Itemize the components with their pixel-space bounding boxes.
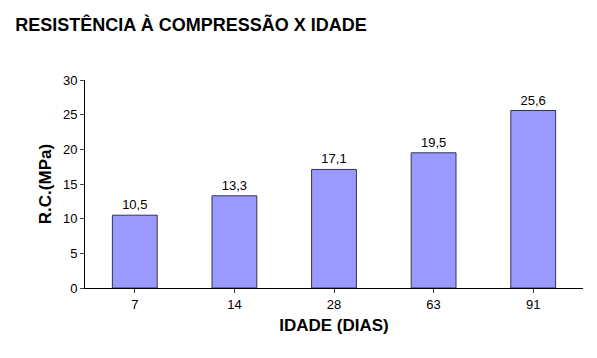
svg-text:91: 91	[526, 297, 540, 312]
svg-text:25: 25	[63, 107, 77, 122]
svg-text:10: 10	[63, 211, 77, 226]
svg-text:28: 28	[327, 297, 341, 312]
svg-text:7: 7	[131, 297, 138, 312]
svg-text:15: 15	[63, 177, 77, 192]
svg-text:0: 0	[70, 281, 77, 296]
svg-text:13,3: 13,3	[222, 178, 247, 193]
svg-text:5: 5	[70, 246, 77, 261]
svg-text:63: 63	[426, 297, 440, 312]
svg-text:19,5: 19,5	[421, 135, 446, 150]
svg-text:R.C.(MPa): R.C.(MPa)	[36, 144, 55, 224]
svg-text:14: 14	[227, 297, 241, 312]
svg-text:20: 20	[63, 142, 77, 157]
svg-text:17,1: 17,1	[321, 151, 346, 166]
svg-text:30: 30	[63, 73, 77, 88]
svg-text:IDADE (DIAS): IDADE (DIAS)	[279, 316, 389, 335]
svg-text:25,6: 25,6	[521, 93, 546, 108]
svg-text:RESISTÊNCIA À COMPRESSÃO X IDA: RESISTÊNCIA À COMPRESSÃO X IDADE	[15, 14, 366, 35]
svg-text:10,5: 10,5	[122, 197, 147, 212]
